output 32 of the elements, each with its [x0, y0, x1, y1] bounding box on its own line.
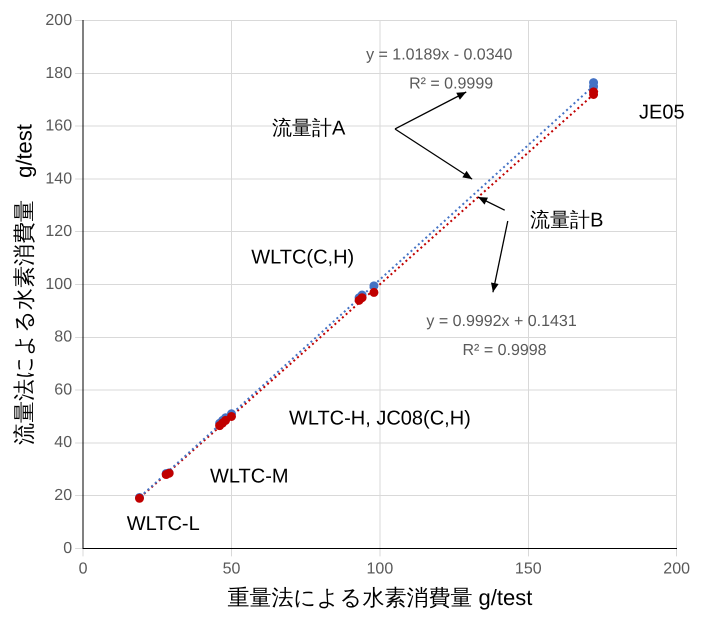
y-tick-label: 0 [63, 540, 72, 557]
annotation: JE05 [639, 101, 685, 124]
x-tick-label: 200 [663, 560, 690, 578]
y-tick-label: 40 [54, 434, 72, 452]
x-tick-label: 100 [366, 560, 394, 578]
point [226, 412, 236, 421]
x-axis-title: 重量法による水素消費量 g/test [227, 584, 532, 610]
y-tick-label: 200 [45, 12, 72, 30]
x-tick-label: 50 [222, 560, 240, 578]
annotation: WLTC-H, JC08(C,H) [288, 408, 471, 430]
annotation: WLTC-M [210, 466, 289, 488]
point [369, 288, 378, 297]
annotation: y = 1.0189x - 0.0340 [366, 46, 512, 64]
annotation: R² = 0.9998 [462, 342, 547, 359]
point [358, 293, 367, 302]
annotation: 流量計B [530, 210, 604, 232]
y-tick-label: 120 [45, 223, 72, 240]
y-tick-label: 80 [54, 328, 72, 346]
annotation: y = 0.9992x + 0.1431 [426, 312, 577, 330]
annotation: WLTC-L [126, 513, 200, 536]
annotation: 流量計A [272, 117, 346, 140]
y-tick-label: 140 [45, 170, 72, 188]
annotation: WLTC(C,H) [251, 246, 354, 269]
y-tick-label: 100 [45, 276, 72, 293]
y-tick-label: 180 [45, 64, 72, 82]
y-tick-label: 60 [54, 381, 72, 398]
y-tick-label: 20 [54, 487, 72, 504]
annotation: R² = 0.9999 [409, 75, 494, 92]
y-tick-label: 160 [45, 118, 72, 135]
y-axis-title: 流量法による水素消費量 g/test [11, 124, 36, 445]
x-tick-label: 150 [514, 560, 542, 578]
x-tick-label: 0 [78, 560, 88, 578]
